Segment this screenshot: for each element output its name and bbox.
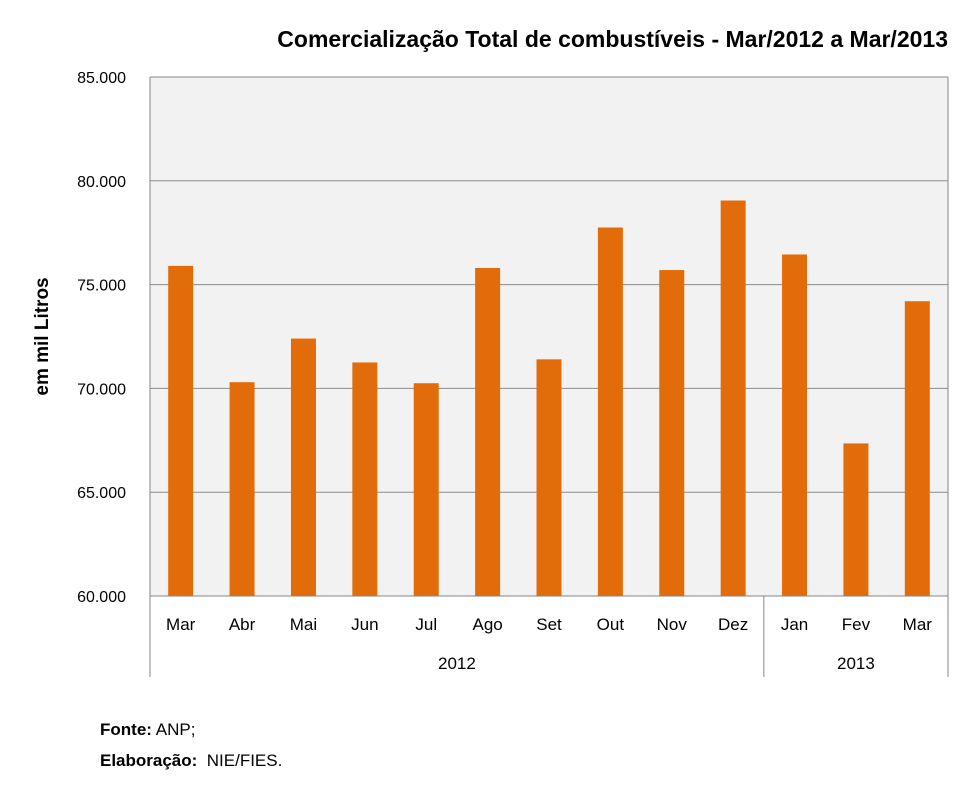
chart-title: Comercialização Total de combustíveis - … — [277, 26, 948, 52]
axes — [149, 76, 949, 677]
source-line: Fonte: ANP; — [100, 720, 195, 740]
bar — [413, 383, 439, 596]
x-tick-label: Ago — [472, 615, 502, 634]
credit-line: Elaboração: NIE/FIES. — [100, 751, 282, 771]
x-tick-label: Mar — [166, 615, 196, 634]
bar — [352, 362, 378, 596]
x-tick-label: Jul — [415, 615, 437, 634]
x-tick-label: Mar — [903, 615, 933, 634]
bar-series — [168, 200, 930, 597]
bar — [843, 443, 869, 596]
bar — [659, 270, 685, 596]
bar — [168, 265, 194, 596]
source-value: ANP; — [155, 720, 196, 739]
x-tick-label: Jun — [351, 615, 378, 634]
bar — [904, 301, 930, 596]
bar — [290, 338, 316, 596]
x-tick-label: Dez — [718, 615, 748, 634]
axis-labels: 60.000 65.000 70.000 75.000 80.000 85.000 Mar A… — [32, 70, 932, 673]
group-label: 2012 — [438, 654, 476, 673]
group-label: 2013 — [837, 654, 875, 673]
bar — [229, 382, 255, 596]
bar — [782, 254, 808, 597]
source-label: Fonte: — [100, 720, 152, 739]
credit-value: NIE/FIES. — [206, 751, 283, 770]
bar — [536, 359, 562, 596]
y-tick-label: 60.000 — [77, 589, 126, 606]
bar — [475, 267, 501, 596]
x-tick-label: Out — [597, 615, 625, 634]
y-axis-title: em mil Litros — [32, 277, 53, 395]
x-tick-label: Jan — [781, 615, 808, 634]
y-tick-label: 80.000 — [77, 174, 126, 191]
x-tick-label: Fev — [842, 615, 871, 634]
y-tick-label: 65.000 — [77, 485, 126, 502]
credit-label: Elaboração: — [100, 751, 198, 770]
y-tick-label: 75.000 — [77, 278, 126, 295]
x-tick-label: Set — [536, 615, 562, 634]
x-tick-label: Nov — [657, 615, 688, 634]
x-tick-label: Abr — [229, 615, 256, 634]
y-tick-label: 70.000 — [77, 381, 126, 398]
y-tick-label: 85.000 — [77, 70, 126, 87]
bar — [720, 200, 746, 596]
x-tick-label: Mai — [290, 615, 317, 634]
bar — [597, 227, 623, 596]
